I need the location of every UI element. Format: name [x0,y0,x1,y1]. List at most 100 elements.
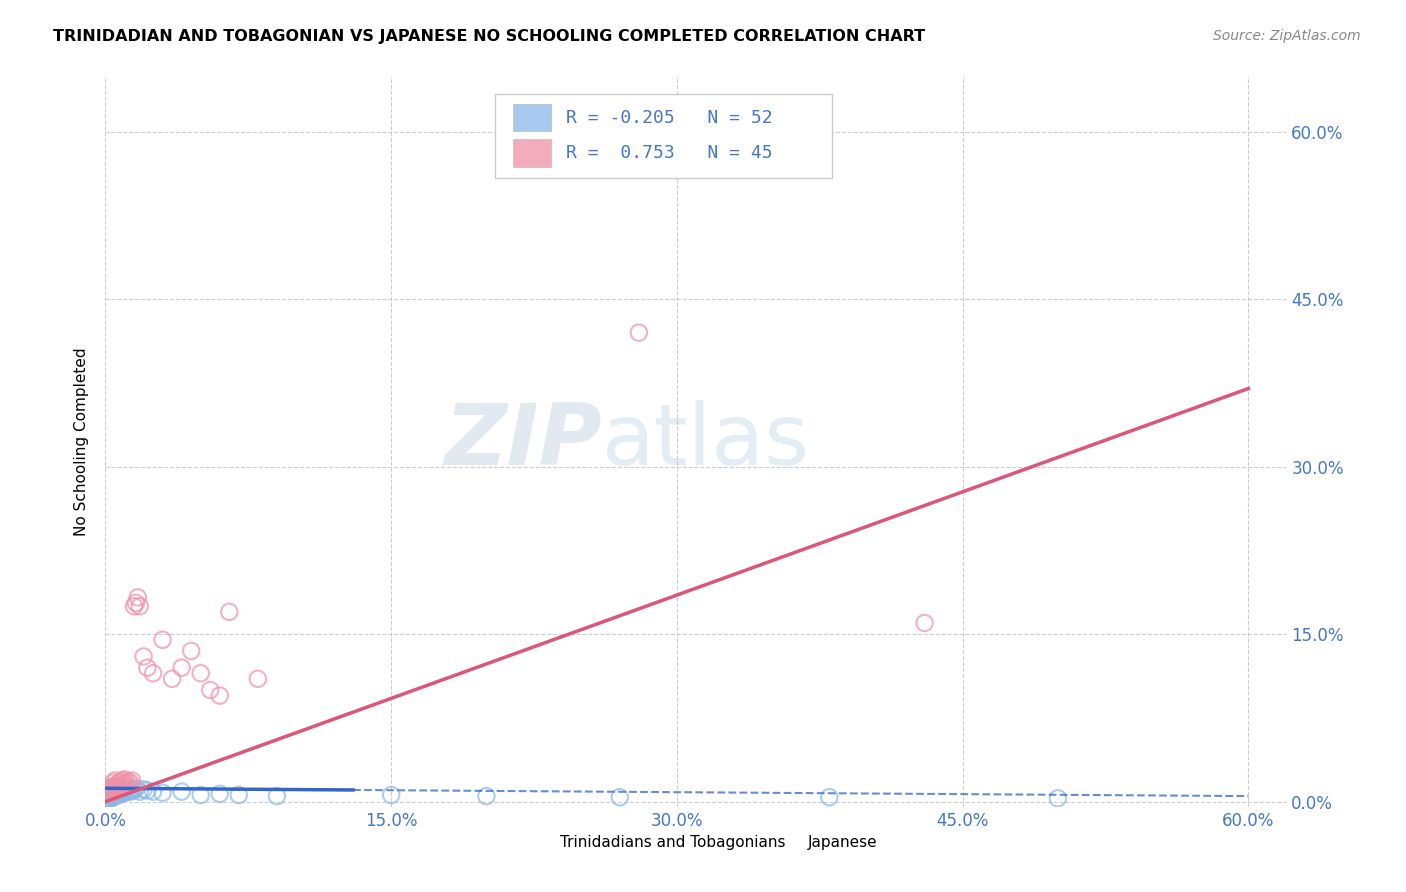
Bar [773,832,796,853]
Point [160,672,183,686]
Point [105,784,128,798]
Text: TRINIDADIAN AND TOBAGONIAN VS JAPANESE NO SCHOOLING COMPLETED CORRELATION CHART: TRINIDADIAN AND TOBAGONIAN VS JAPANESE N… [53,29,925,44]
Bar [513,139,551,167]
Point [100,787,122,801]
Text: R = -0.205   N = 52: R = -0.205 N = 52 [567,109,773,127]
Point [780,141,803,155]
Point [100,780,122,794]
Bar [495,95,832,178]
Point [100,789,122,803]
Point [111,773,134,788]
Point [104,789,127,803]
Point [818,790,841,805]
Point [914,615,936,630]
Point [121,782,143,797]
Point [104,779,127,793]
Point [100,780,122,794]
Point [104,786,127,800]
Point [136,661,159,675]
Point [475,789,498,803]
Point [380,788,402,802]
Point [105,788,128,802]
Point [114,786,136,800]
Point [101,787,124,801]
Point [101,775,124,789]
Point [105,778,128,792]
Point [114,772,136,787]
Point [98,791,121,805]
Point [98,786,121,800]
Point [98,781,121,796]
Point [98,782,121,797]
Point [111,782,134,797]
Y-axis label: No Schooling Completed: No Schooling Completed [75,347,90,536]
Point [105,782,128,797]
Point [101,781,124,796]
Point [170,661,193,675]
Point [101,786,124,800]
Point [152,632,174,647]
Point [121,773,143,788]
Point [114,778,136,792]
Point [101,780,124,794]
Point [96,788,118,802]
Point [117,783,139,797]
Point [266,789,288,803]
Point [111,786,134,800]
Point [125,596,148,610]
Point [107,780,129,794]
Point [152,786,174,800]
Point [104,773,127,788]
Point [122,599,145,614]
Text: Trinidadians and Tobagonians: Trinidadians and Tobagonians [560,835,786,850]
Point [120,775,142,789]
Point [609,790,631,805]
Point [101,783,124,797]
Point [98,789,121,803]
Point [100,784,122,798]
Point [136,783,159,797]
Point [104,782,127,797]
Point [107,788,129,802]
Point [105,781,128,796]
Point [246,672,269,686]
Text: Japanese: Japanese [808,835,877,850]
Bar [524,832,548,853]
Point [142,784,165,798]
Point [117,774,139,789]
Text: R =  0.753   N = 45: R = 0.753 N = 45 [567,144,773,161]
Point [190,666,212,681]
Point [122,783,145,797]
Point [190,788,212,802]
Point [110,774,132,789]
Point [218,605,240,619]
Point [96,787,118,801]
Point [200,683,222,698]
Point [104,783,127,797]
Bar [513,103,551,131]
Point [228,788,250,802]
Point [170,784,193,798]
Point [96,791,118,805]
Point [100,791,122,805]
Point [627,326,650,340]
Point [180,644,202,658]
Point [128,599,150,614]
Text: atlas: atlas [602,400,810,483]
Point [98,786,121,800]
Point [96,783,118,797]
Text: Source: ZipAtlas.com: Source: ZipAtlas.com [1213,29,1361,43]
Point [1046,791,1069,805]
Point [132,782,155,797]
Point [96,784,118,798]
Point [111,779,134,793]
Point [128,784,150,798]
Point [110,787,132,801]
Point [114,781,136,796]
Point [101,790,124,805]
Point [115,784,138,798]
Point [142,666,165,681]
Point [110,780,132,794]
Point [115,777,138,791]
Text: ZIP: ZIP [444,400,602,483]
